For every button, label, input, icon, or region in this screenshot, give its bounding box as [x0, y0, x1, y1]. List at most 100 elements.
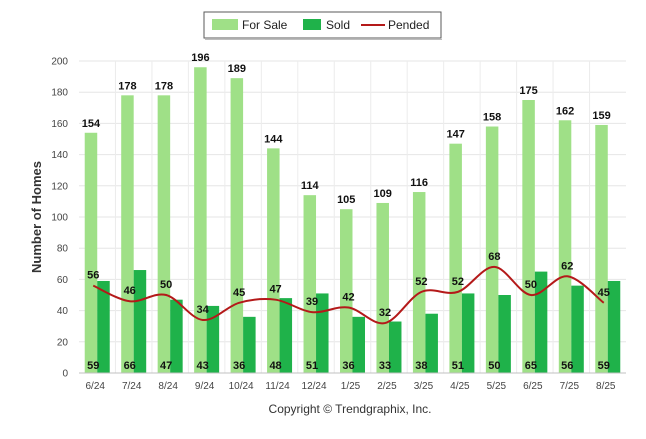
for-sale-bar	[267, 148, 280, 373]
sold-bar	[170, 299, 183, 373]
sold-bar	[425, 313, 438, 373]
pended-line	[92, 265, 605, 325]
sold-bar	[607, 280, 621, 373]
for-sale-bar	[595, 124, 608, 374]
sold-data-label: 33	[379, 360, 391, 372]
for-sale-data-label: 116	[410, 177, 428, 189]
legend-item-sold[interactable]: Sold	[303, 18, 350, 32]
pended-data-label: 56	[87, 270, 99, 282]
for-sale-data-label: 189	[228, 63, 246, 75]
sold-bar	[316, 293, 329, 373]
for-sale-bar	[376, 202, 389, 373]
sold-data-label: 51	[306, 360, 318, 372]
pended-data-label: 52	[415, 276, 427, 288]
legend-box	[203, 11, 442, 39]
legend[interactable]: For Sale Sold Pended	[203, 11, 442, 40]
for-sale-data-label: 154	[82, 118, 101, 130]
x-tick-label: 7/25	[560, 381, 580, 392]
sold-bar	[243, 316, 256, 373]
y-tick-label: 180	[51, 88, 68, 99]
for-sale-data-label: 159	[592, 110, 610, 122]
legend-label: Pended	[388, 18, 429, 32]
x-tick-label: 7/24	[122, 381, 142, 392]
for-sale-bar	[194, 67, 207, 374]
x-tick-label: 8/25	[596, 381, 616, 392]
sold-data-label: 36	[233, 360, 245, 372]
y-tick-label: 40	[57, 306, 69, 317]
for-sale-bar	[412, 192, 426, 373]
x-tick-label: 2/25	[377, 381, 397, 392]
y-tick-label: 120	[51, 181, 68, 192]
sold-data-label: 50	[488, 360, 500, 372]
x-tick-label: 12/24	[302, 381, 327, 392]
for-sale-data-label: 178	[155, 80, 173, 92]
y-tick-label: 100	[51, 213, 68, 224]
for-sale-data-label: 109	[374, 188, 392, 200]
sold-data-label: 48	[269, 360, 281, 372]
x-tick-label: 6/25	[523, 381, 543, 392]
for-sale-data-label: 175	[519, 85, 537, 97]
sold-bar	[97, 280, 110, 373]
sold-data-label: 66	[124, 360, 136, 372]
for-sale-bar	[485, 126, 499, 374]
y-tick-label: 80	[57, 244, 69, 255]
for-sale-bar	[84, 132, 98, 373]
sold-data-label: 56	[561, 360, 573, 372]
x-tick-label: 3/25	[414, 381, 434, 392]
y-axis-title: Number of Homes	[29, 161, 44, 273]
for-sale-bar	[340, 209, 353, 373]
for-sale-data-label: 105	[337, 194, 355, 206]
legend-swatch	[212, 19, 238, 30]
legend-item-for-sale[interactable]: For Sale	[212, 18, 288, 32]
pended-data-label: 46	[124, 285, 136, 297]
for-sale-bar	[522, 100, 535, 373]
sold-data-label: 43	[197, 360, 209, 372]
y-tick-label: 0	[62, 369, 68, 380]
copyright-text: Copyright © Trendgraphix, Inc.	[269, 402, 432, 416]
y-tick-label: 160	[51, 119, 68, 130]
for-sale-data-label: 178	[118, 80, 136, 92]
pended-data-label: 52	[452, 276, 464, 288]
y-tick-label: 60	[57, 275, 69, 286]
for-sale-bar	[157, 95, 171, 373]
y-tick-label: 200	[51, 57, 68, 68]
pended-data-label: 34	[197, 304, 210, 316]
sold-bar	[388, 321, 402, 373]
pended-data-label: 45	[598, 287, 610, 299]
pended-data-label: 68	[488, 251, 500, 263]
pended-data-label: 50	[160, 279, 172, 291]
sold-data-label: 51	[452, 360, 464, 372]
y-tick-label: 140	[51, 150, 68, 161]
pended-data-label: 39	[306, 296, 318, 308]
legend-item-pended[interactable]: Pended	[361, 18, 429, 32]
y-tick-label: 20	[57, 337, 69, 348]
for-sale-data-label: 114	[301, 180, 320, 192]
pended-data-label: 47	[269, 284, 281, 296]
bars	[84, 67, 621, 374]
pended-data-label: 42	[342, 291, 354, 303]
pended-line-path	[92, 265, 605, 325]
legend-label: For Sale	[242, 18, 288, 32]
for-sale-data-label: 147	[446, 129, 464, 141]
x-tick-label: 1/25	[341, 381, 361, 392]
sold-bar	[571, 285, 584, 373]
pended-data-label: 32	[379, 307, 391, 319]
pended-data-label: 45	[233, 287, 245, 299]
x-tick-label: 6/24	[85, 381, 105, 392]
sold-data-label: 36	[342, 360, 354, 372]
sold-bar	[133, 270, 147, 373]
for-sale-data-label: 196	[191, 52, 209, 64]
x-tick-label: 5/25	[487, 381, 507, 392]
sold-bar	[498, 295, 511, 373]
sold-data-label: 59	[598, 360, 610, 372]
x-tick-label: 10/24	[229, 381, 254, 392]
legend-swatch	[303, 19, 321, 30]
sold-data-label: 59	[87, 360, 99, 372]
for-sale-data-label: 162	[556, 105, 574, 117]
for-sale-data-label: 144	[264, 133, 283, 145]
pended-data-label: 50	[525, 279, 537, 291]
for-sale-bar	[121, 95, 134, 373]
data-labels: 154 59 56 178 66 46 178 47 50 196 43 34 189 36 45 144 48…	[82, 52, 611, 372]
legend-label: Sold	[326, 18, 350, 32]
